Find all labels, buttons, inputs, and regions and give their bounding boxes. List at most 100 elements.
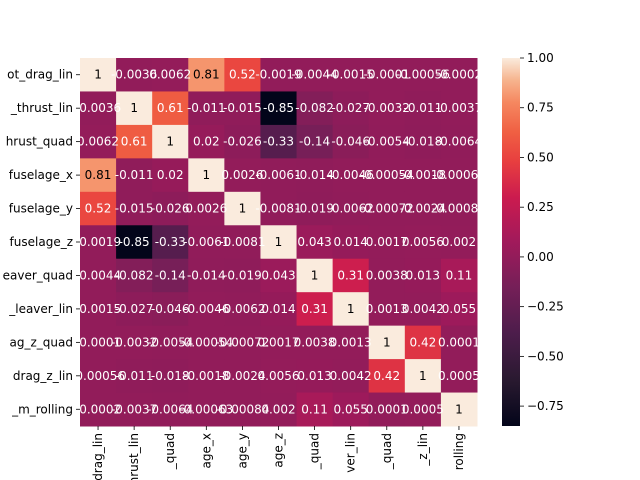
cell-value-label: 0.0062 xyxy=(77,135,119,149)
cell-value-label: -0.00072 xyxy=(360,202,414,216)
cell-value-label: 0.61 xyxy=(121,135,148,149)
cell-value-label: 0.0038 xyxy=(366,268,408,282)
colorbar-tick-label: −0.75 xyxy=(527,399,564,413)
cell-value-label: 0.043 xyxy=(261,268,295,282)
cell-value-label: -0.0036 xyxy=(75,101,121,115)
heatmap-cell xyxy=(116,124,153,159)
heatmap-cell xyxy=(404,292,442,327)
heatmap-cell xyxy=(152,58,189,92)
colorbar-tick-label: −0.25 xyxy=(527,300,564,314)
heatmap-cells xyxy=(80,58,478,427)
colorbar-gradient xyxy=(502,58,520,426)
heatmap-cell xyxy=(368,158,406,193)
cell-value-label: 0.0005 xyxy=(438,369,480,383)
cell-value-label: -0.0002 xyxy=(436,68,482,82)
heatmap-cell xyxy=(296,191,334,226)
heatmap-cell xyxy=(296,258,334,293)
row-tick-labels: ot_drag_lin _thrust_lin hrust_quad fuselage… xyxy=(3,68,80,416)
cell-value-label: -0.0044 xyxy=(75,268,121,282)
heatmap-cell xyxy=(80,359,117,394)
cell-value-label: -0.027 xyxy=(115,302,154,316)
heatmap-cell xyxy=(80,58,117,92)
cell-value-label: -0.00084 xyxy=(215,402,269,416)
heatmap-cell xyxy=(332,359,370,394)
heatmap-cell xyxy=(116,292,153,327)
cell-value-label: 0.42 xyxy=(373,369,400,383)
cell-value-label: -0.00054 xyxy=(179,335,233,349)
heatmap-cell xyxy=(260,225,298,260)
heatmap-cell xyxy=(440,91,478,126)
cell-value-label: -0.85 xyxy=(119,235,150,249)
cell-value-label: -0.0054 xyxy=(364,135,410,149)
heatmap-cell xyxy=(332,392,370,427)
heatmap-cell xyxy=(260,158,298,193)
cell-value-label: -0.0018 xyxy=(183,369,229,383)
column-tick-label: hrust_lin xyxy=(127,433,141,480)
heatmap-cell xyxy=(332,191,370,226)
row-tick-label: ot_drag_lin xyxy=(7,68,73,82)
cell-value-label: -0.0019 xyxy=(75,235,121,249)
heatmap-cell xyxy=(224,124,261,159)
cell-value-label: -0.0064 xyxy=(436,135,482,149)
column-tick-label: _quad xyxy=(163,433,177,470)
heatmap-cell xyxy=(404,225,442,260)
heatmap-cell xyxy=(440,359,478,394)
heatmap-cell xyxy=(224,91,261,126)
cell-value-label: -0.00054 xyxy=(360,168,414,182)
cell-value-label: -0.018 xyxy=(151,369,190,383)
cell-value-label: -0.026 xyxy=(151,202,190,216)
cell-value-label: -0.0081 xyxy=(255,202,301,216)
heatmap-cell xyxy=(80,91,117,126)
heatmap-cell xyxy=(404,91,442,126)
cell-value-label: -0.0046 xyxy=(328,168,374,182)
cell-value-label: 0.52 xyxy=(85,202,112,216)
heatmap-cell xyxy=(224,359,261,394)
cell-value-label: -0.011 xyxy=(404,101,443,115)
cell-value-label: -0.0002 xyxy=(75,402,121,416)
heatmap-cell xyxy=(440,325,478,360)
cell-value-label: -0.85 xyxy=(263,101,294,115)
heatmap-cell xyxy=(152,91,189,126)
heatmap-cell xyxy=(296,392,334,427)
cell-value-label: 0.11 xyxy=(446,268,473,282)
heatmap-cell xyxy=(332,325,370,360)
cell-value-label: 0.0026 xyxy=(221,168,263,182)
heatmap-cell xyxy=(80,158,117,193)
heatmap-cell xyxy=(224,158,261,193)
cell-value-label: -0.0037 xyxy=(436,101,482,115)
heatmap-cell xyxy=(296,325,334,360)
column-tick-label: rolling xyxy=(452,433,466,470)
cell-value-label: 0.0056 xyxy=(258,369,300,383)
heatmap-cell xyxy=(116,91,153,126)
heatmap-cell xyxy=(116,225,153,260)
cell-value-label: -0.0054 xyxy=(147,335,193,349)
cell-value-label: 0.31 xyxy=(337,268,364,282)
cell-value-label: 0.0042 xyxy=(330,369,372,383)
cell-value-label: 0.0056 xyxy=(402,235,444,249)
heatmap-cell xyxy=(296,91,334,126)
heatmap-cell xyxy=(440,258,478,293)
heatmap-cell xyxy=(116,58,153,92)
cell-value-label: 1 xyxy=(419,369,427,383)
cell-value-label: -0.018 xyxy=(404,135,443,149)
cell-value-label: -0.0044 xyxy=(291,68,337,82)
heatmap-cell xyxy=(368,58,406,92)
cell-value-label: 0.055 xyxy=(334,402,368,416)
heatmap-cell xyxy=(332,258,370,293)
cell-value-label: -0.0036 xyxy=(111,68,157,82)
cell-value-label: 1 xyxy=(130,101,138,115)
heatmap-cell xyxy=(296,225,334,260)
cell-value-label: -0.0062 xyxy=(219,302,265,316)
cell-value-label: -0.0037 xyxy=(111,402,157,416)
column-tick-label: _z_lin xyxy=(416,433,430,467)
heatmap-cell xyxy=(296,58,334,92)
heatmap-cell xyxy=(188,191,225,226)
cell-value-label: -0.019 xyxy=(295,202,334,216)
colorbar-tick-label: 0.50 xyxy=(527,150,554,164)
heatmap-cell xyxy=(116,392,153,427)
cell-value-label: -0.011 xyxy=(187,101,226,115)
cell-value-label: -0.0032 xyxy=(111,335,157,349)
heatmap-cell xyxy=(224,191,261,226)
cell-value-label: -0.14 xyxy=(155,268,186,282)
heatmap-cell xyxy=(152,158,189,193)
